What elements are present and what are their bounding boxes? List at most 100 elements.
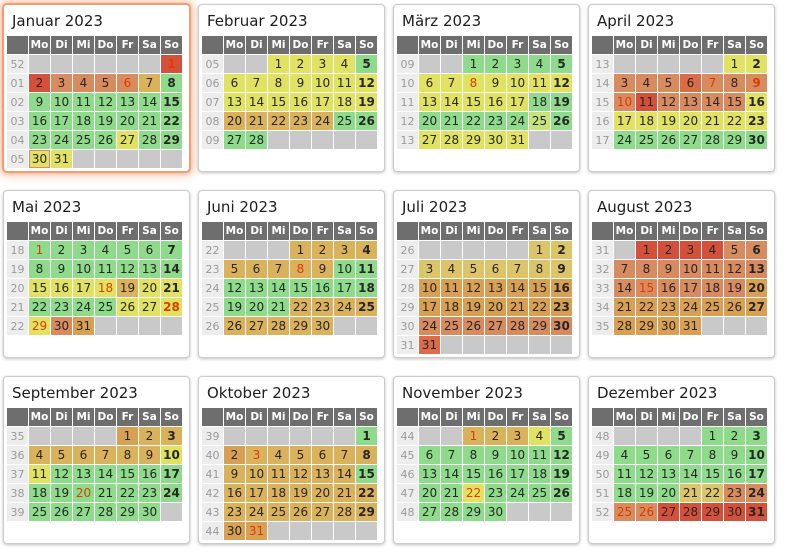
weeknum-header-corner bbox=[202, 222, 223, 240]
day-cell: 25 bbox=[529, 484, 550, 502]
week-row: 39 1 bbox=[202, 427, 377, 445]
weekday-header: Sa bbox=[529, 222, 550, 240]
weekday-header: Mi bbox=[73, 222, 94, 240]
empty-cell bbox=[614, 241, 635, 259]
week-number: 28 bbox=[397, 279, 418, 297]
weekday-header: So bbox=[161, 36, 182, 54]
day-cell: 13 bbox=[139, 260, 160, 278]
day-cell: 27 bbox=[246, 317, 267, 335]
week-row: 09 27 28 bbox=[202, 131, 377, 149]
day-cell: 15 bbox=[463, 465, 484, 483]
week-row: 11 13 14 15 16 17 18 19 bbox=[397, 93, 572, 111]
week-number: 38 bbox=[7, 484, 28, 502]
week-number: 43 bbox=[202, 503, 223, 521]
month-title: September 2023 bbox=[12, 384, 138, 402]
day-cell: 11 bbox=[702, 260, 723, 278]
day-cell: 24 bbox=[334, 298, 355, 316]
day-cell: 18 bbox=[529, 93, 550, 111]
day-cell: 30 bbox=[746, 131, 767, 149]
day-cell: 23 bbox=[724, 484, 745, 502]
day-cell: 16 bbox=[485, 465, 506, 483]
empty-cell bbox=[441, 241, 462, 259]
month-card: April 2023 Mo Di Mi Do Fr Sa So 13 1 2 14 3 4 5 6 7 8 9 1… bbox=[588, 4, 775, 172]
day-cell: 3 bbox=[161, 427, 182, 445]
weekday-header: Fr bbox=[312, 36, 333, 54]
month-card: September 2023 Mo Di Mi Do Fr Sa So 35 1 2 3 36 4 5 6… bbox=[3, 376, 190, 544]
day-cell: 11 bbox=[614, 465, 635, 483]
day-cell: 29 bbox=[161, 131, 182, 149]
weekday-header: Sa bbox=[724, 222, 745, 240]
day-cell: 5 bbox=[658, 74, 679, 92]
day-cell: 31 bbox=[419, 336, 440, 354]
weekday-header: Mi bbox=[463, 408, 484, 426]
day-cell-holiday: 20 bbox=[73, 484, 94, 502]
day-cell: 4 bbox=[356, 241, 377, 259]
day-cell: 19 bbox=[95, 112, 116, 130]
day-cell: 5 bbox=[51, 446, 72, 464]
month-card: Juni 2023 Mo Di Mi Do Fr Sa So 22 1 2 3 4 23 5 6 7 8 9 10… bbox=[198, 190, 385, 358]
weekday-header: Sa bbox=[334, 36, 355, 54]
day-cell: 6 bbox=[419, 74, 440, 92]
day-cell: 3 bbox=[312, 55, 333, 73]
day-cell: 4 bbox=[636, 74, 657, 92]
week-number: 14 bbox=[592, 74, 613, 92]
day-cell: 20 bbox=[117, 112, 138, 130]
empty-cell bbox=[95, 317, 116, 335]
month-card: Mai 2023 Mo Di Mi Do Fr Sa So 18 1 2 3 4 5 6 7 19 8 9 10 1… bbox=[3, 190, 190, 358]
day-cell: 14 bbox=[441, 465, 462, 483]
week-number: 50 bbox=[592, 465, 613, 483]
weekday-header: Do bbox=[95, 36, 116, 54]
day-cell: 27 bbox=[117, 131, 138, 149]
day-cell: 1 bbox=[463, 55, 484, 73]
week-row: 29 17 18 19 20 21 22 23 bbox=[397, 298, 572, 316]
day-cell: 23 bbox=[51, 298, 72, 316]
empty-cell bbox=[268, 427, 289, 445]
week-row: 06 6 7 8 9 10 11 12 bbox=[202, 74, 377, 92]
weekday-header: Mo bbox=[224, 36, 245, 54]
day-cell: 23 bbox=[312, 298, 333, 316]
day-cell: 15 bbox=[529, 279, 550, 297]
empty-cell bbox=[139, 55, 160, 73]
weekday-header: So bbox=[551, 36, 572, 54]
week-row: 13 1 2 bbox=[592, 55, 767, 73]
day-cell: 20 bbox=[680, 112, 701, 130]
day-cell: 28 bbox=[95, 503, 116, 521]
weekday-header: So bbox=[356, 36, 377, 54]
day-cell: 26 bbox=[290, 503, 311, 521]
empty-cell bbox=[51, 427, 72, 445]
day-cell: 28 bbox=[507, 317, 528, 335]
week-row: 27 3 4 5 6 7 8 9 bbox=[397, 260, 572, 278]
empty-cell bbox=[51, 55, 72, 73]
month-title: Januar 2023 bbox=[12, 12, 103, 30]
week-row: 40 2 3 4 5 6 7 8 bbox=[202, 446, 377, 464]
day-cell: 17 bbox=[507, 465, 528, 483]
day-cell: 13 bbox=[117, 93, 138, 111]
day-cell: 17 bbox=[419, 298, 440, 316]
empty-cell bbox=[161, 150, 182, 168]
day-cell: 12 bbox=[724, 260, 745, 278]
empty-cell bbox=[463, 241, 484, 259]
day-cell: 12 bbox=[51, 465, 72, 483]
week-number: 05 bbox=[202, 55, 223, 73]
day-cell: 19 bbox=[356, 93, 377, 111]
day-cell: 2 bbox=[290, 55, 311, 73]
week-row: 03 16 17 18 19 20 21 22 bbox=[7, 112, 182, 130]
day-cell: 19 bbox=[551, 465, 572, 483]
week-row: 44 30 31 bbox=[202, 522, 377, 540]
day-cell: 15 bbox=[117, 465, 138, 483]
day-cell-holiday: 31 bbox=[246, 522, 267, 540]
day-cell: 26 bbox=[95, 131, 116, 149]
weekday-header: Fr bbox=[117, 222, 138, 240]
empty-cell bbox=[419, 55, 440, 73]
weekday-header: Mo bbox=[419, 36, 440, 54]
day-cell: 26 bbox=[724, 298, 745, 316]
empty-cell bbox=[161, 317, 182, 335]
week-row: 26 26 27 28 29 30 bbox=[202, 317, 377, 335]
day-cell: 14 bbox=[702, 93, 723, 111]
day-cell: 1 bbox=[356, 427, 377, 445]
empty-cell bbox=[658, 427, 679, 445]
month-title: April 2023 bbox=[597, 12, 675, 30]
weekday-header: Fr bbox=[507, 36, 528, 54]
day-cell: 15 bbox=[463, 93, 484, 111]
week-row: 24 12 13 14 15 16 17 18 bbox=[202, 279, 377, 297]
